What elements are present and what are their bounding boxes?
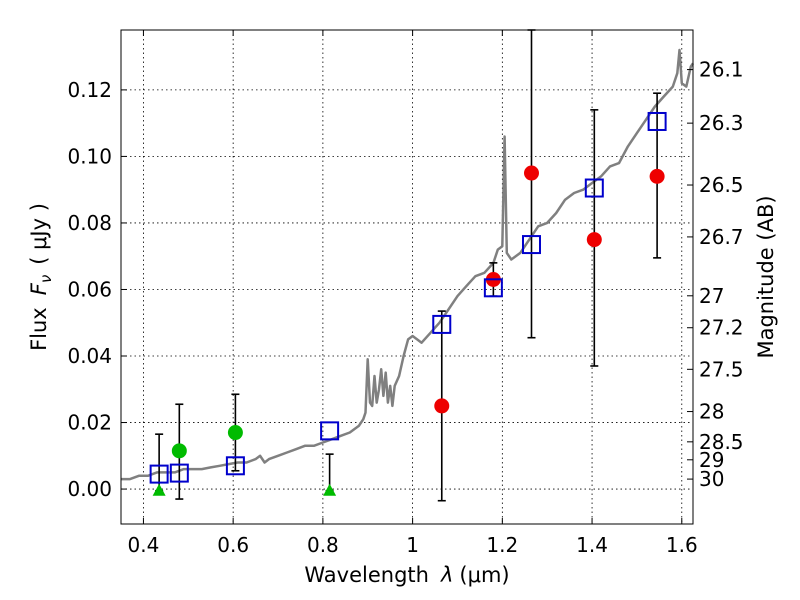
right-tick-label-9: 29 <box>699 448 724 472</box>
right-tick-label-10: 30 <box>699 467 724 491</box>
green-point-0 <box>171 443 187 459</box>
plot-background <box>121 30 693 524</box>
y-tick-label-5: 0.10 <box>67 144 112 168</box>
x-axis-ticks: 0.4 0.6 0.8 1 1.2 1.4 1.6 <box>128 30 698 557</box>
green-triangle-0 <box>152 483 166 496</box>
x-tick-label-6: 1.6 <box>666 533 698 557</box>
model-square-5 <box>483 278 503 298</box>
right-tick-label-4: 27 <box>699 284 724 308</box>
x-tick-label-0: 0.4 <box>128 533 160 557</box>
y-axis-ticks: 0.00 0.02 0.04 0.06 0.08 0.10 0.12 <box>67 78 127 501</box>
sed-curve-layer <box>121 48 695 481</box>
y-tick-label-2: 0.04 <box>67 344 112 368</box>
red-point-4 <box>649 168 665 184</box>
y-tick-label-1: 0.02 <box>67 411 112 435</box>
model-square-4 <box>432 314 452 334</box>
right-tick-label-8: 28.5 <box>699 430 744 454</box>
right-tick-label-7: 28 <box>699 400 724 424</box>
green-point-1 <box>227 425 243 441</box>
right-tick-label-5: 27.2 <box>699 316 744 340</box>
x-tick-label-2: 0.8 <box>307 533 339 557</box>
model-square-2 <box>225 456 245 476</box>
right-axis-label: Magnitude (AB) <box>754 195 778 358</box>
x-tick-label-4: 1.2 <box>486 533 518 557</box>
sed-curve-line <box>121 48 695 481</box>
red-point-2 <box>523 165 539 181</box>
right-tick-label-2: 26.5 <box>699 173 744 197</box>
model-square-6 <box>521 235 541 255</box>
red-point-0 <box>434 398 450 414</box>
y-tick-label-6: 0.12 <box>67 78 112 102</box>
right-tick-label-0: 26.1 <box>699 58 744 82</box>
y-axis-label: FluxFν( μJy ) <box>27 203 55 351</box>
right-tick-label-6: 27.5 <box>699 357 744 381</box>
model-square-8 <box>647 111 667 131</box>
green-triangle-1 <box>323 483 337 496</box>
x-axis-label: Wavelength λ (μm) <box>304 563 509 587</box>
data-points-layer <box>149 111 667 496</box>
model-square-0 <box>149 464 169 484</box>
model-square-3 <box>320 421 340 441</box>
model-square-1 <box>169 463 189 483</box>
grid-lines <box>121 30 693 524</box>
red-point-3 <box>586 232 602 248</box>
x-tick-label-3: 1 <box>406 533 419 557</box>
y-tick-label-4: 0.08 <box>67 211 112 235</box>
plot-frame <box>120 29 694 525</box>
x-tick-label-5: 1.4 <box>576 533 608 557</box>
model-square-7 <box>584 178 604 198</box>
y-tick-label-0: 0.00 <box>67 477 112 501</box>
right-tick-label-3: 26.7 <box>699 225 744 249</box>
y-tick-label-3: 0.06 <box>67 277 112 301</box>
right-tick-label-1: 26.3 <box>699 111 744 135</box>
x-tick-label-1: 0.6 <box>217 533 249 557</box>
